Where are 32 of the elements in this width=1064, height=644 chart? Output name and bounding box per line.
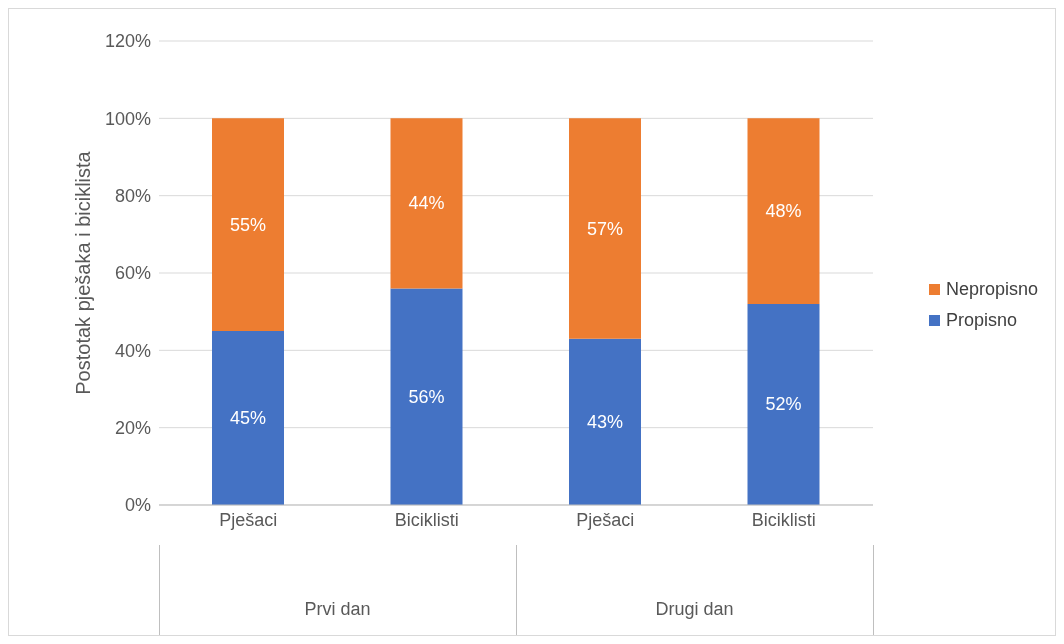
data-label: 52% [765, 394, 802, 415]
y-tick-label: 60% [114, 263, 151, 284]
bar [212, 331, 284, 505]
bar [569, 118, 641, 339]
legend-label: Propisno [946, 310, 1018, 331]
text: Drugi dan [654, 599, 735, 620]
data-label: 43% [586, 411, 624, 432]
bar [212, 118, 284, 331]
legend-label: Nepropisno [946, 279, 1039, 300]
data-label: 45% [229, 408, 267, 428]
bar [569, 338, 641, 505]
bar [747, 118, 820, 304]
y-axis-title: Postotak pješaka i biciklista [72, 150, 95, 395]
y-tick-label: 20% [114, 418, 151, 439]
bar [390, 288, 463, 505]
text: Prvi dan [303, 599, 372, 620]
y-tick-label: 120% [104, 31, 151, 52]
data-label: 55% [229, 214, 267, 235]
y-tick-label: 40% [114, 340, 151, 361]
x-tick-label: Biciklisti [394, 509, 459, 530]
data-label: 56% [408, 386, 445, 407]
x-tick-label: Biciklisti [751, 509, 816, 530]
y-tick-label: 100% [104, 108, 151, 129]
y-tick-label: 0% [124, 495, 151, 516]
bar [390, 118, 463, 289]
data-label: 48% [765, 201, 802, 222]
bar [747, 303, 820, 505]
data-label: 44% [408, 193, 445, 214]
x-tick-label: Pješaci [219, 509, 278, 530]
x-tick-label: Pješaci [576, 509, 635, 530]
data-label: 57% [586, 218, 624, 239]
y-tick-label: 80% [114, 186, 151, 207]
